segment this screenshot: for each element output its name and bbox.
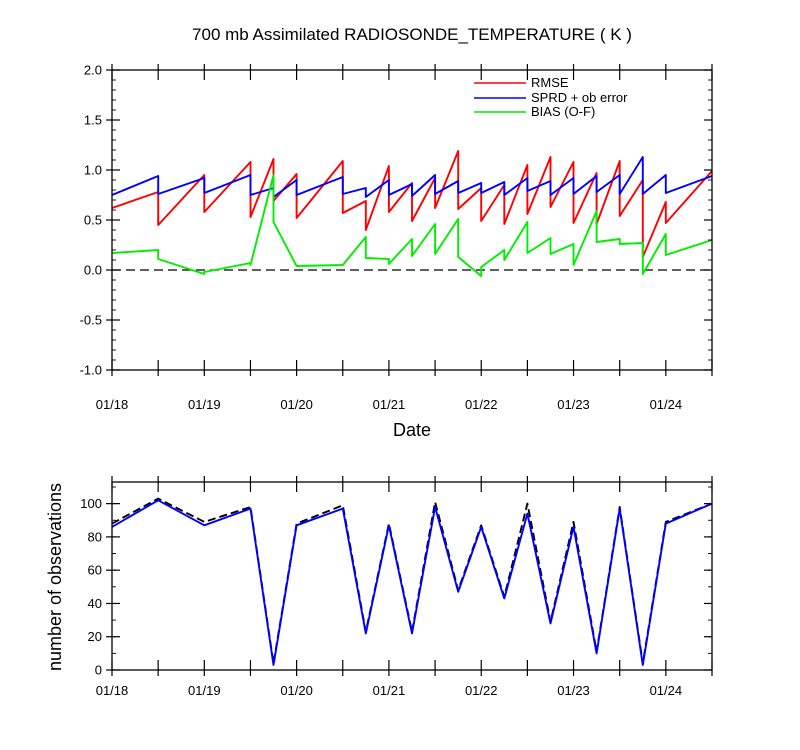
y-tick-label: 0.5 [84, 213, 102, 228]
x-tick-label: 01/18 [96, 683, 129, 698]
y-tick-label: -0.5 [80, 313, 102, 328]
series-line-assimilated [111, 499, 713, 666]
y-tick-label: 20 [88, 629, 102, 644]
y-tick-label: 40 [88, 596, 102, 611]
x-tick-label: 01/20 [280, 397, 313, 412]
y-tick-label: 2.0 [84, 63, 102, 78]
y-tick-label: 100 [80, 496, 102, 511]
legend: RMSE SPRD + ob error BIAS (O-F) [474, 75, 628, 119]
y-tick-label: 0 [95, 663, 102, 678]
x-tick-label: 01/21 [373, 683, 406, 698]
x-tick-label: 01/19 [188, 683, 221, 698]
y-axis-title-observations: number of observations [45, 483, 65, 671]
y-tick-label: 1.0 [84, 163, 102, 178]
y-tick-label: 1.5 [84, 113, 102, 128]
x-tick-label: 01/24 [650, 397, 683, 412]
bottom-panel: 0 20 40 60 80 100 01/18 01/19 01/20 01/21 01/22 01… [45, 476, 713, 698]
x-tick-label: 01/22 [465, 397, 498, 412]
y-tick-label: 60 [88, 563, 102, 578]
y-tick-label: 0.0 [84, 263, 102, 278]
series-line-bias-o-f [111, 174, 713, 277]
x-tick-label: 01/24 [650, 683, 683, 698]
legend-label-bias: BIAS (O-F) [531, 104, 595, 119]
bottom-plot-frame [111, 481, 713, 671]
chart-title: 700 mb Assimilated RADIOSONDE_TEMPERATUR… [192, 25, 632, 44]
x-tick-label: 01/20 [280, 683, 313, 698]
x-tick-label: 01/23 [557, 397, 590, 412]
x-tick-label: 01/22 [465, 683, 498, 698]
legend-label-rmse: RMSE [531, 75, 569, 90]
x-tick-label: 01/19 [188, 397, 221, 412]
y-tick-label: -1.0 [80, 363, 102, 378]
y-tick-label: 80 [88, 529, 102, 544]
x-axis-title: Date [393, 420, 431, 440]
series-line-rmse [111, 150, 713, 258]
legend-label-sprd: SPRD + ob error [531, 90, 628, 105]
top-panel: 700 mb Assimilated RADIOSONDE_TEMPERATUR… [80, 25, 713, 440]
x-tick-label: 01/23 [557, 683, 590, 698]
x-tick-label: 01/18 [96, 397, 129, 412]
x-tick-label: 01/21 [373, 397, 406, 412]
